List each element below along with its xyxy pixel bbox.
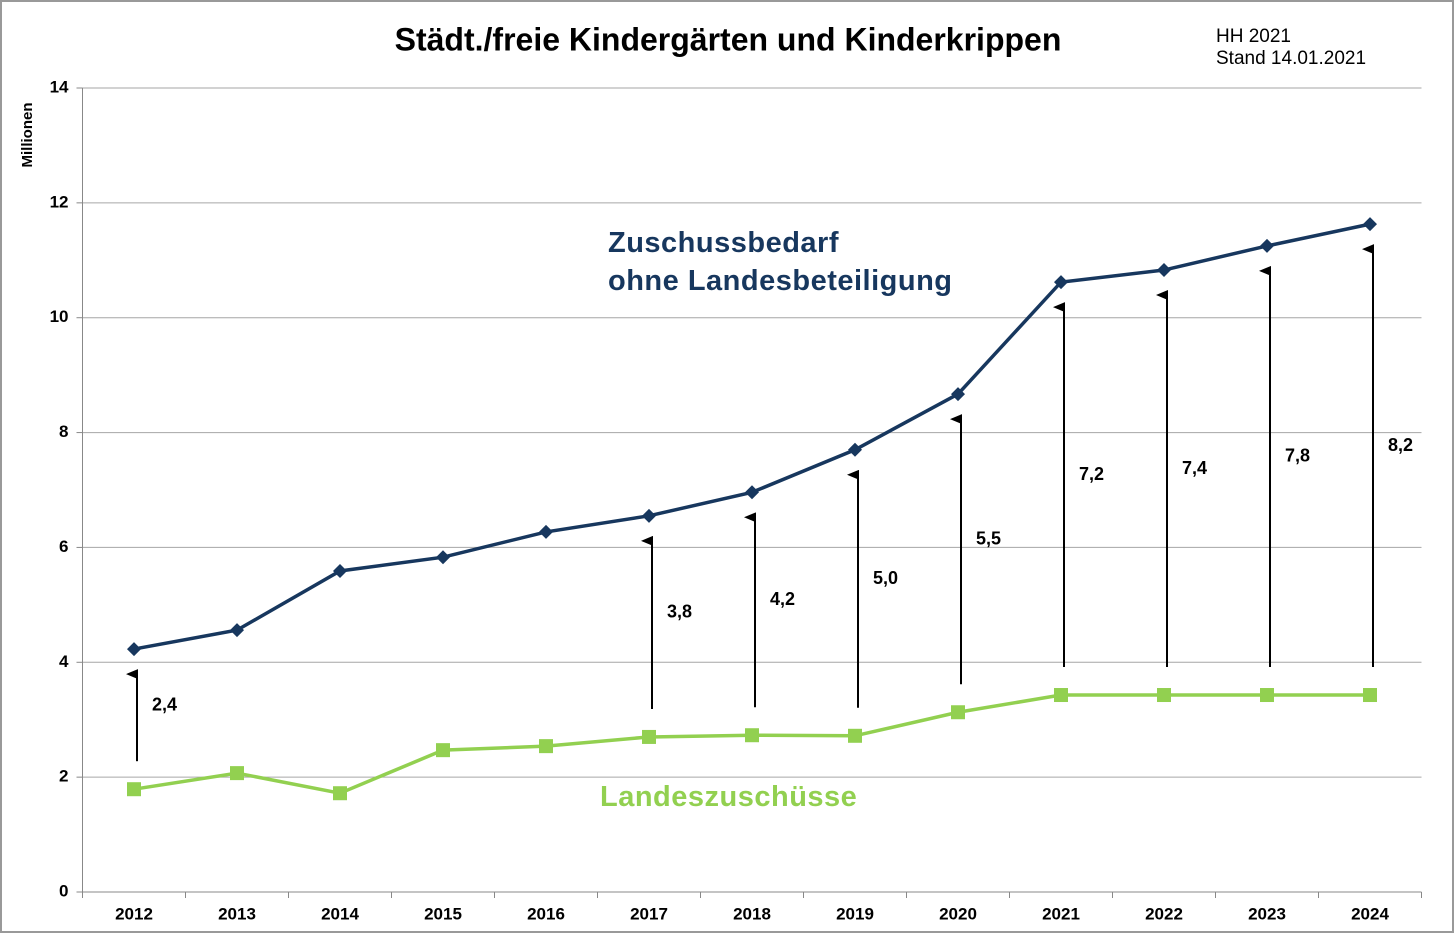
marker bbox=[436, 743, 450, 758]
marker bbox=[1363, 217, 1377, 232]
annotation: 3,8 bbox=[667, 602, 692, 622]
annotation: 2,4 bbox=[152, 694, 177, 714]
marker bbox=[436, 550, 450, 565]
y-tick-label: 14 bbox=[50, 77, 69, 96]
marker bbox=[230, 766, 244, 781]
marker bbox=[1157, 688, 1171, 703]
annotation: 7,8 bbox=[1285, 446, 1310, 466]
x-tick-label: 2012 bbox=[115, 904, 153, 923]
marker bbox=[127, 782, 141, 797]
marker bbox=[539, 739, 553, 754]
x-tick-label: 2020 bbox=[939, 904, 977, 923]
x-tick-label: 2021 bbox=[1042, 904, 1080, 923]
marker bbox=[1260, 238, 1274, 253]
y-tick-label: 8 bbox=[59, 422, 68, 441]
x-tick-label: 2014 bbox=[321, 904, 359, 923]
annotation: 4,2 bbox=[770, 589, 795, 609]
y-tick-label: 0 bbox=[59, 881, 68, 900]
marker bbox=[1363, 688, 1377, 703]
x-tick-label: 2016 bbox=[527, 904, 565, 923]
x-tick-label: 2018 bbox=[733, 904, 771, 923]
annotation: 5,0 bbox=[873, 568, 898, 588]
marker bbox=[333, 786, 347, 801]
y-tick-label: 4 bbox=[59, 652, 69, 671]
series-label: Zuschussbedarf ohne Landesbeteiligung bbox=[608, 227, 953, 297]
annotation: 7,2 bbox=[1079, 464, 1104, 484]
marker bbox=[642, 729, 656, 744]
marker bbox=[1260, 688, 1274, 703]
marker bbox=[951, 705, 965, 720]
marker bbox=[745, 728, 759, 743]
x-tick-label: 2019 bbox=[836, 904, 874, 923]
y-axis-label: Millionen bbox=[19, 103, 36, 168]
annotation: 7,4 bbox=[1182, 458, 1207, 478]
chart-title: Städt./freie Kindergärten und Kinderkrip… bbox=[395, 21, 1062, 57]
marker bbox=[951, 387, 965, 402]
marker bbox=[848, 728, 862, 743]
series-label: Landeszuschüsse bbox=[600, 781, 858, 813]
x-tick-label: 2023 bbox=[1248, 904, 1286, 923]
x-tick-label: 2017 bbox=[630, 904, 668, 923]
y-tick-label: 2 bbox=[59, 767, 68, 786]
x-tick-label: 2015 bbox=[424, 904, 462, 923]
marker bbox=[230, 623, 244, 638]
annotation: 5,5 bbox=[976, 528, 1001, 548]
marker bbox=[1054, 275, 1068, 290]
marker bbox=[333, 563, 347, 578]
y-tick-label: 12 bbox=[50, 192, 69, 211]
note: HH 2021 Stand 14.01.2021 bbox=[1216, 26, 1367, 69]
y-tick-label: 10 bbox=[50, 307, 69, 326]
x-tick-label: 2022 bbox=[1145, 904, 1183, 923]
marker bbox=[127, 642, 141, 657]
x-tick-label: 2013 bbox=[218, 904, 256, 923]
marker bbox=[1157, 263, 1171, 278]
marker bbox=[539, 524, 553, 539]
marker bbox=[1054, 688, 1068, 703]
marker bbox=[642, 508, 656, 523]
marker bbox=[745, 485, 759, 500]
y-tick-label: 6 bbox=[59, 537, 68, 556]
marker bbox=[848, 442, 862, 457]
x-tick-label: 2024 bbox=[1351, 904, 1389, 923]
annotation: 8,2 bbox=[1388, 435, 1413, 455]
